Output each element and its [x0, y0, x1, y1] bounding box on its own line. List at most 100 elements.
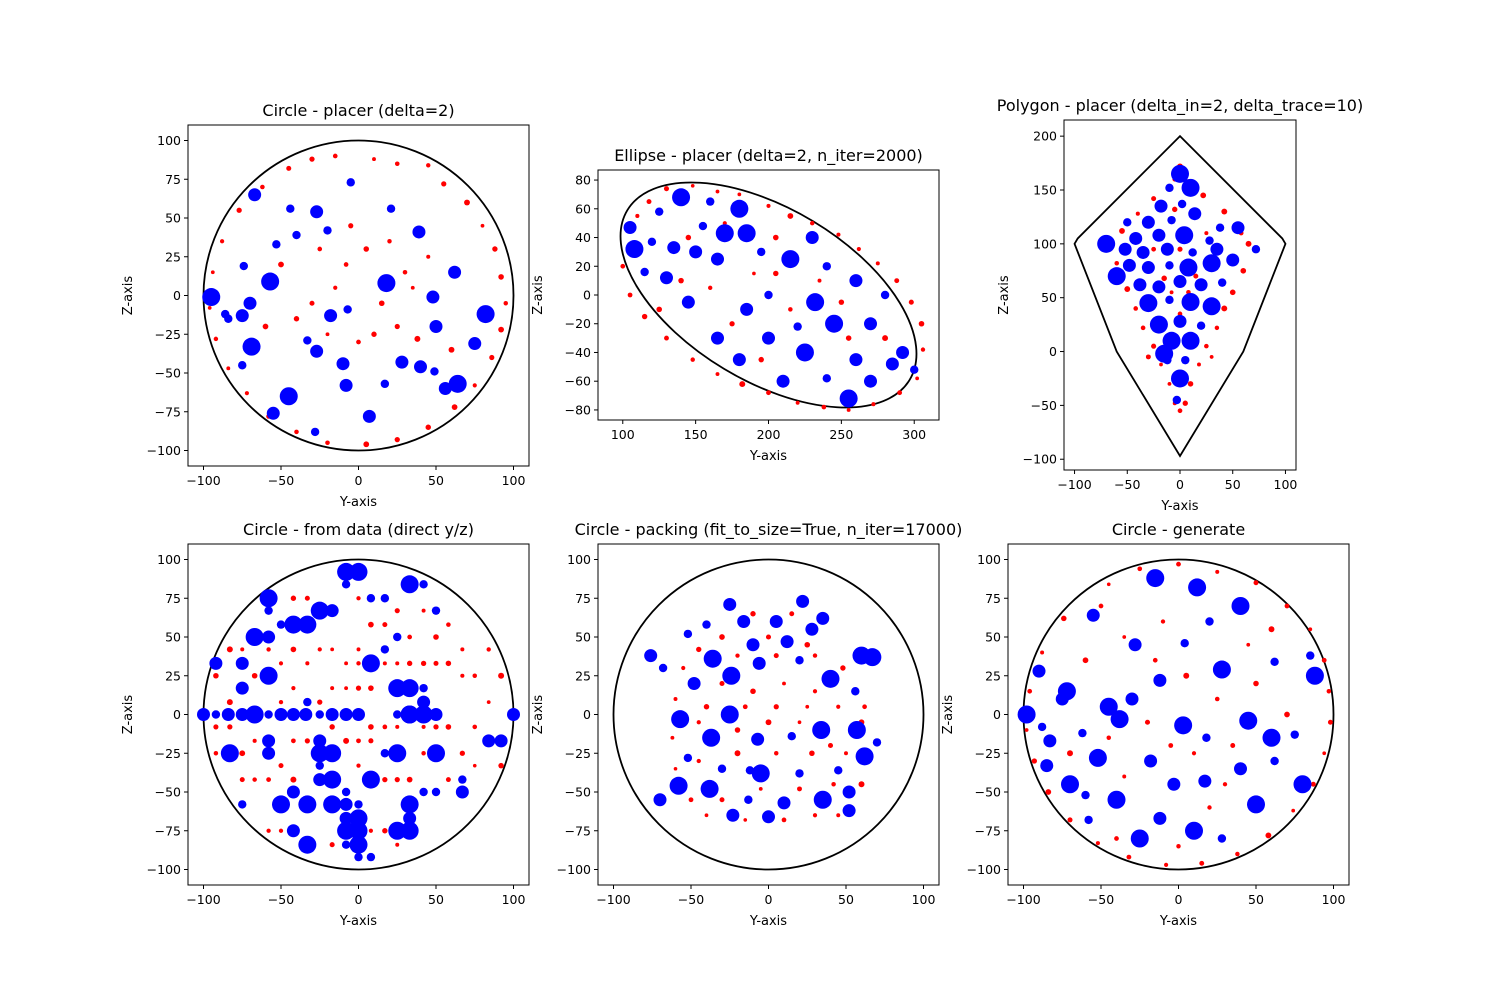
blue-point [400, 821, 419, 840]
blue-point [864, 374, 878, 388]
red-point [871, 402, 876, 407]
red-point [844, 751, 848, 756]
x-tick-label: −100 [1006, 892, 1040, 907]
red-point [1082, 657, 1089, 664]
blue-point [1099, 697, 1118, 716]
red-point [343, 262, 349, 267]
blue-point [1088, 748, 1107, 767]
blue-point [687, 677, 701, 690]
red-point [1167, 381, 1172, 386]
red-point [325, 332, 330, 337]
red-point [1176, 844, 1181, 849]
red-point [758, 356, 764, 363]
blue-point [202, 288, 221, 307]
red-point [685, 234, 692, 241]
blue-point [1205, 617, 1214, 626]
blue-point [806, 293, 825, 312]
red-point [715, 189, 720, 194]
blue-point [1198, 774, 1212, 788]
blue-point [1141, 261, 1155, 275]
blue-point [272, 240, 281, 249]
y-axis-label: Z-axis [531, 695, 546, 735]
blue-point [1149, 315, 1168, 334]
blue-point [667, 241, 681, 255]
red-point [402, 269, 408, 275]
blue-point [400, 575, 419, 594]
red-point [421, 724, 426, 729]
red-point [1253, 580, 1259, 586]
blue-point [323, 226, 332, 235]
blue-point [816, 611, 830, 625]
x-tick-label: 250 [829, 427, 853, 442]
blue-point [812, 721, 831, 739]
red-point [719, 680, 725, 687]
blue-point [1181, 355, 1190, 365]
y-tick-label: −20 [565, 316, 591, 331]
red-point [1229, 289, 1236, 296]
red-point [894, 278, 900, 284]
blue-point [717, 764, 727, 773]
chart-title: Circle - generate [1112, 520, 1245, 539]
blue-point [659, 271, 673, 285]
red-point [812, 813, 818, 818]
red-point [635, 213, 640, 219]
red-point [348, 223, 354, 229]
blue-point [896, 345, 910, 359]
red-point [472, 383, 477, 388]
blue-point [248, 188, 262, 202]
blue-point [310, 601, 329, 620]
x-tick-label: 0 [1175, 892, 1183, 907]
blue-point [366, 594, 376, 603]
x-axis-label: Y-axis [339, 495, 377, 510]
red-point [394, 608, 400, 614]
blue-point [310, 205, 324, 219]
red-point [809, 750, 815, 757]
blue-point [361, 770, 380, 789]
red-point [696, 646, 702, 653]
blue-point [863, 648, 882, 667]
red-point [291, 686, 296, 691]
blue-point [698, 221, 708, 231]
red-point [773, 653, 779, 659]
x-tick-label: −100 [186, 892, 220, 907]
y-tick-label: 100 [1033, 236, 1057, 251]
blue-point [1141, 215, 1155, 229]
boundary-circle [612, 558, 925, 871]
red-point [703, 704, 710, 710]
blue-point [732, 353, 746, 367]
blue-point [276, 620, 286, 629]
red-point [688, 797, 694, 803]
red-point [1204, 343, 1209, 349]
blue-point [266, 406, 280, 420]
red-point [664, 335, 669, 341]
y-tick-label: 0 [173, 707, 181, 722]
y-tick-label: −75 [975, 823, 1001, 838]
red-point [750, 611, 756, 617]
x-tick-label: 100 [502, 892, 526, 907]
red-point [278, 261, 284, 268]
red-point [227, 724, 233, 730]
blue-point [1122, 258, 1136, 272]
red-point [704, 813, 709, 818]
blue-point [1188, 578, 1207, 597]
x-tick-label: 50 [1248, 892, 1264, 907]
boundary-circle [202, 139, 515, 452]
red-point [1151, 246, 1157, 252]
red-point [1291, 808, 1296, 813]
blue-point [298, 615, 317, 634]
red-point [445, 777, 451, 783]
red-point [773, 270, 779, 277]
x-tick-label: 50 [428, 473, 444, 488]
blue-point [303, 697, 312, 707]
red-point [305, 661, 310, 666]
red-point [1144, 719, 1151, 725]
x-axis-label: Y-axis [749, 449, 787, 464]
blue-point [737, 615, 751, 628]
blue-point [1165, 183, 1174, 193]
blue-point [448, 374, 467, 393]
blue-point [458, 775, 467, 784]
red-point [1137, 566, 1143, 572]
chart-title: Circle - placer (delta=2) [262, 101, 454, 120]
red-point [395, 661, 400, 666]
blue-point [1181, 331, 1200, 350]
